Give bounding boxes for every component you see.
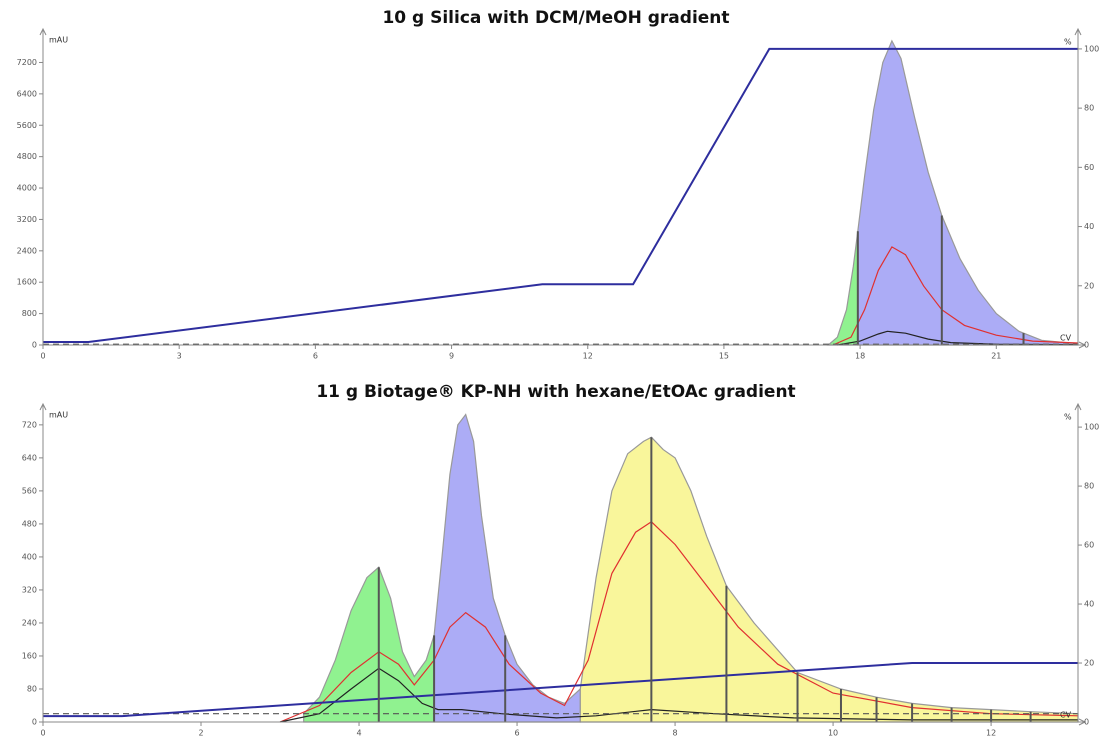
chart-title: 10 g Silica with DCM/MeOH gradient <box>382 8 729 28</box>
x-tick-label: 9 <box>449 352 454 361</box>
peak-area <box>857 39 1079 346</box>
y-tick-label: 160 <box>22 651 37 660</box>
y-tick-label: 80 <box>27 684 37 693</box>
x-tick-label: 6 <box>313 352 318 361</box>
peak-area <box>826 231 859 346</box>
axis-arrow <box>1078 341 1087 349</box>
y-tick-label: 0 <box>32 341 37 350</box>
x-tick-label: 3 <box>177 352 182 361</box>
trace-line <box>279 667 1078 723</box>
y-tick-label: 720 <box>22 420 37 429</box>
x-tick-label: 21 <box>991 352 1001 361</box>
y-tick-label: 560 <box>22 486 37 495</box>
trace-line <box>279 521 1079 723</box>
y2-tick-label: 60 <box>1084 163 1094 172</box>
y-tick-label: 1600 <box>17 278 37 287</box>
x-axis-label: CV <box>1060 334 1072 343</box>
y2-tick-label: 0 <box>1084 341 1089 350</box>
y2-axis-label: % <box>1064 413 1072 422</box>
x-tick-label: 12 <box>583 352 593 361</box>
y2-tick-label: 80 <box>1084 482 1094 491</box>
y-tick-label: 4800 <box>17 152 37 161</box>
axis-arrow <box>39 402 47 411</box>
y2-tick-label: 60 <box>1084 541 1094 550</box>
x-tick-label: 12 <box>986 729 996 738</box>
y-tick-label: 4000 <box>17 184 37 193</box>
axis-arrow <box>39 27 47 36</box>
x-tick-label: 10 <box>828 729 838 738</box>
y-tick-label: 640 <box>22 453 37 462</box>
y-tick-label: 240 <box>22 618 37 627</box>
x-tick-label: 18 <box>855 352 865 361</box>
gradient-line <box>43 47 1078 343</box>
y-tick-label: 800 <box>22 309 37 318</box>
y-tick-label: 320 <box>22 585 37 594</box>
x-tick-label: 8 <box>673 729 678 738</box>
y-tick-label: 0 <box>32 718 37 727</box>
y2-tick-label: 80 <box>1084 104 1094 113</box>
y2-axis-label: % <box>1064 38 1072 47</box>
y2-tick-label: 0 <box>1084 718 1089 727</box>
x-axis-label: CV <box>1060 711 1072 720</box>
x-tick-label: 0 <box>40 729 45 738</box>
x-tick-label: 0 <box>40 352 45 361</box>
y-tick-label: 400 <box>22 552 37 561</box>
axis-arrow <box>1078 718 1087 726</box>
y-tick-label: 2400 <box>17 246 37 255</box>
trace-line <box>837 330 1079 346</box>
x-tick-label: 2 <box>198 729 203 738</box>
y2-tick-label: 100 <box>1084 423 1099 432</box>
y-tick-label: 480 <box>22 519 37 528</box>
trace-line <box>832 246 1079 346</box>
axis-arrow <box>1074 27 1082 36</box>
x-tick-label: 15 <box>719 352 729 361</box>
x-tick-label: 6 <box>514 729 519 738</box>
gradient-line <box>43 662 1078 718</box>
y2-tick-label: 20 <box>1084 659 1094 668</box>
axis-arrow <box>1074 402 1082 411</box>
y2-tick-label: 40 <box>1084 600 1094 609</box>
y-tick-label: 3200 <box>17 215 37 224</box>
y-tick-label: 5600 <box>17 121 37 130</box>
y2-tick-label: 20 <box>1084 281 1094 290</box>
y2-tick-label: 100 <box>1084 44 1099 53</box>
x-tick-label: 4 <box>356 729 361 738</box>
y-axis-label: mAU <box>49 36 68 45</box>
y2-tick-label: 40 <box>1084 222 1094 231</box>
y-tick-label: 7200 <box>17 58 37 67</box>
chart-title: 11 g Biotage® KP-NH with hexane/EtOAc gr… <box>316 382 795 402</box>
y-axis-label: mAU <box>49 411 68 420</box>
peak-area <box>433 413 581 723</box>
y-tick-label: 6400 <box>17 89 37 98</box>
peak-area <box>579 436 1079 723</box>
